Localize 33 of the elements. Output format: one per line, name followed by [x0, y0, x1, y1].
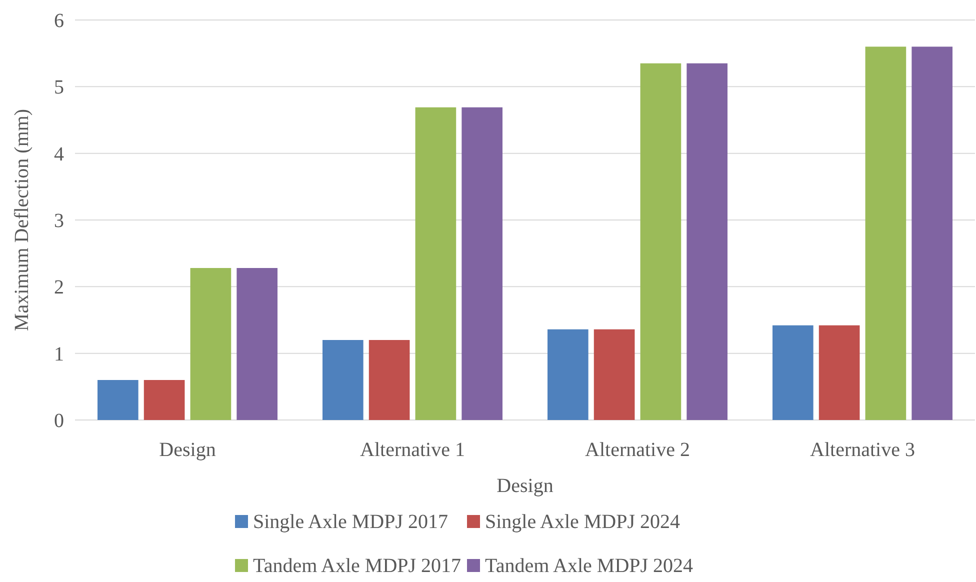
- legend-label: Tandem Axle MDPJ 2017: [253, 555, 462, 577]
- bar: [415, 107, 456, 420]
- legend-label: Tandem Axle MDPJ 2024: [485, 555, 694, 577]
- bar: [190, 268, 232, 420]
- y-axis-title: Maximum Deflection (mm): [11, 108, 33, 332]
- bar: [594, 329, 635, 420]
- bar: [772, 325, 814, 420]
- bar: [368, 340, 410, 420]
- y-tick-label: 3: [54, 210, 64, 232]
- bar: [236, 268, 278, 420]
- y-tick-label: 1: [54, 343, 64, 366]
- legend-label: Single Axle MDPJ 2024: [485, 511, 680, 533]
- legend-label: Single Axle MDPJ 2017: [253, 511, 448, 533]
- bar: [548, 329, 588, 420]
- bar: [686, 63, 728, 420]
- bar: [865, 46, 906, 420]
- y-tick-label: 2: [54, 276, 64, 299]
- y-tick-label: 5: [54, 76, 64, 99]
- x-tick-label: Alternative 3: [810, 439, 915, 461]
- bar: [912, 46, 952, 420]
- y-tick-label: 4: [54, 143, 64, 166]
- bar: [98, 380, 138, 420]
- bar: [462, 107, 502, 420]
- bar: [818, 325, 860, 420]
- x-axis-title: Design: [496, 475, 554, 497]
- bar: [640, 63, 682, 420]
- bar: [144, 380, 185, 420]
- x-tick-label: Alternative 1: [360, 439, 465, 461]
- bar: [322, 340, 364, 420]
- y-tick-label: 0: [54, 410, 64, 432]
- x-tick-label: Design: [159, 439, 216, 461]
- y-tick-label: 6: [54, 10, 64, 32]
- x-tick-label: Alternative 2: [585, 439, 690, 461]
